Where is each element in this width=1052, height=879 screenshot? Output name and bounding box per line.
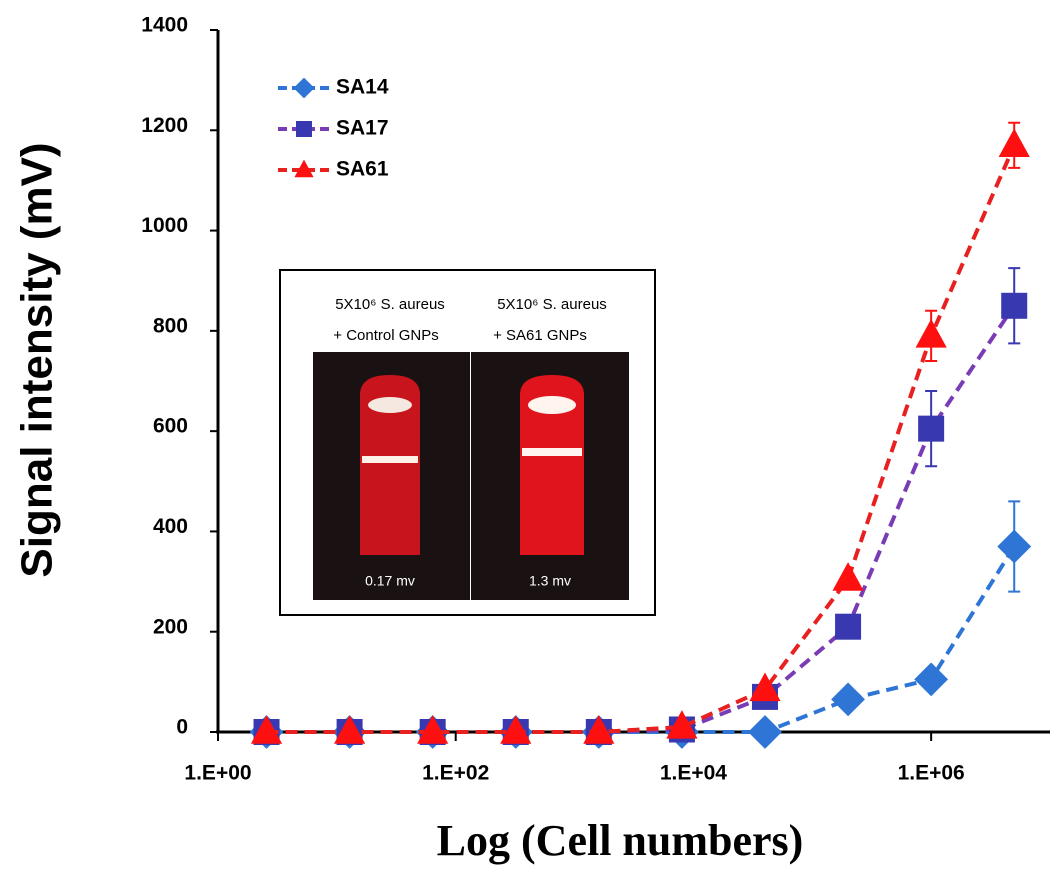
y-tick-label: 200	[153, 615, 188, 638]
highlight	[362, 456, 418, 463]
x-axis-label: Log (Cell numbers)	[437, 816, 804, 865]
inset-label: + SA61 GNPs	[493, 327, 587, 344]
tube	[520, 375, 584, 555]
marker	[666, 710, 698, 739]
marker	[748, 715, 782, 749]
marker	[417, 715, 449, 744]
inset-reading: 1.3 mv	[529, 573, 571, 589]
tube	[360, 375, 420, 555]
x-tick-label: 1.E+04	[660, 762, 727, 785]
inset: 5X10⁶ S. aureus + Control GNPs 5X10⁶ S. …	[279, 269, 656, 616]
y-tick-label: 400	[153, 515, 188, 538]
marker	[832, 562, 864, 591]
legend-marker	[294, 159, 314, 178]
x-tick-label: 1.E+02	[422, 762, 489, 785]
y-axis-label: Signal intensity (mV)	[13, 142, 62, 577]
y-tick-label: 800	[153, 314, 188, 337]
y-tick-label: 0	[176, 716, 188, 739]
highlight	[528, 396, 576, 414]
x-tick-label: 1.E+00	[184, 762, 251, 785]
marker	[749, 672, 781, 702]
marker	[1001, 292, 1028, 319]
legend-marker	[293, 77, 315, 99]
marker	[997, 529, 1032, 564]
y-tick-label: 600	[153, 415, 188, 438]
series-line	[266, 144, 1017, 734]
marker	[583, 715, 615, 744]
legend-label: SA17	[336, 117, 389, 140]
marker	[914, 662, 949, 697]
marker	[500, 715, 532, 744]
legend-marker	[296, 121, 312, 137]
highlight	[368, 397, 412, 413]
marker	[998, 128, 1030, 158]
inset-label: + Control GNPs	[333, 327, 438, 344]
marker	[831, 682, 865, 717]
y-tick-label: 1200	[141, 114, 188, 137]
marker	[915, 318, 947, 348]
inset-label: 5X10⁶ S. aureus	[335, 296, 445, 313]
inset-label: 5X10⁶ S. aureus	[497, 296, 607, 313]
x-tick-label: 1.E+06	[898, 762, 965, 785]
marker	[333, 715, 366, 744]
legend-label: SA14	[336, 76, 389, 99]
inset-reading: 0.17 mv	[365, 573, 415, 589]
y-tick-label: 1000	[141, 214, 188, 237]
y-tick-label: 1400	[141, 14, 188, 37]
marker	[835, 613, 862, 640]
legend-label: SA61	[336, 158, 389, 181]
highlight	[522, 448, 582, 456]
marker	[250, 715, 283, 744]
marker	[918, 415, 945, 442]
